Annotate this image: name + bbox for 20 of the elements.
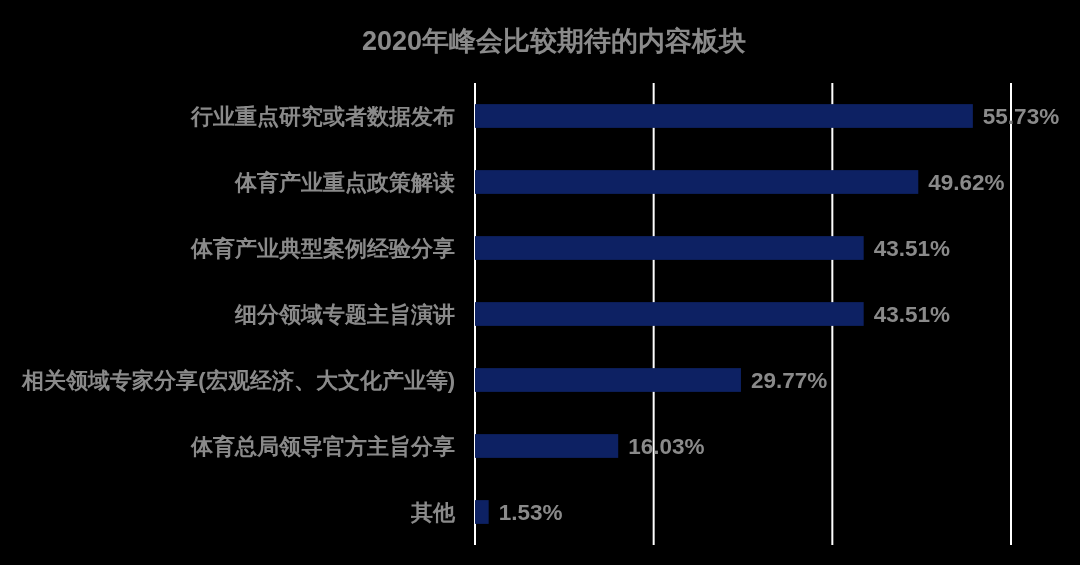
data-label: 43.51% xyxy=(873,235,950,261)
y-tick-label: 行业重点研究或者数据发布 xyxy=(190,103,455,129)
y-tick-label: 体育总局领导官方主旨分享 xyxy=(190,433,455,459)
data-label: 43.51% xyxy=(873,301,950,327)
data-label: 49.62% xyxy=(928,169,1005,195)
y-tick-label: 其他 xyxy=(410,499,456,525)
y-tick-label: 相关领域专家分享(宏观经济、大文化产业等) xyxy=(21,367,455,393)
y-tick-label: 体育产业重点政策解读 xyxy=(234,169,455,195)
data-label: 29.77% xyxy=(750,367,828,393)
bar xyxy=(475,434,619,458)
data-label: 1.53% xyxy=(498,499,563,525)
y-tick-label: 细分领域专题主旨演讲 xyxy=(234,301,455,327)
bar xyxy=(475,170,919,194)
bar xyxy=(475,104,973,128)
bar xyxy=(475,500,489,524)
chart-title: 2020年峰会比较期待的内容板块 xyxy=(361,26,747,56)
bar xyxy=(475,236,864,260)
y-tick-label: 体育产业典型案例经验分享 xyxy=(190,235,455,261)
bar xyxy=(475,302,864,326)
bar xyxy=(475,368,741,392)
